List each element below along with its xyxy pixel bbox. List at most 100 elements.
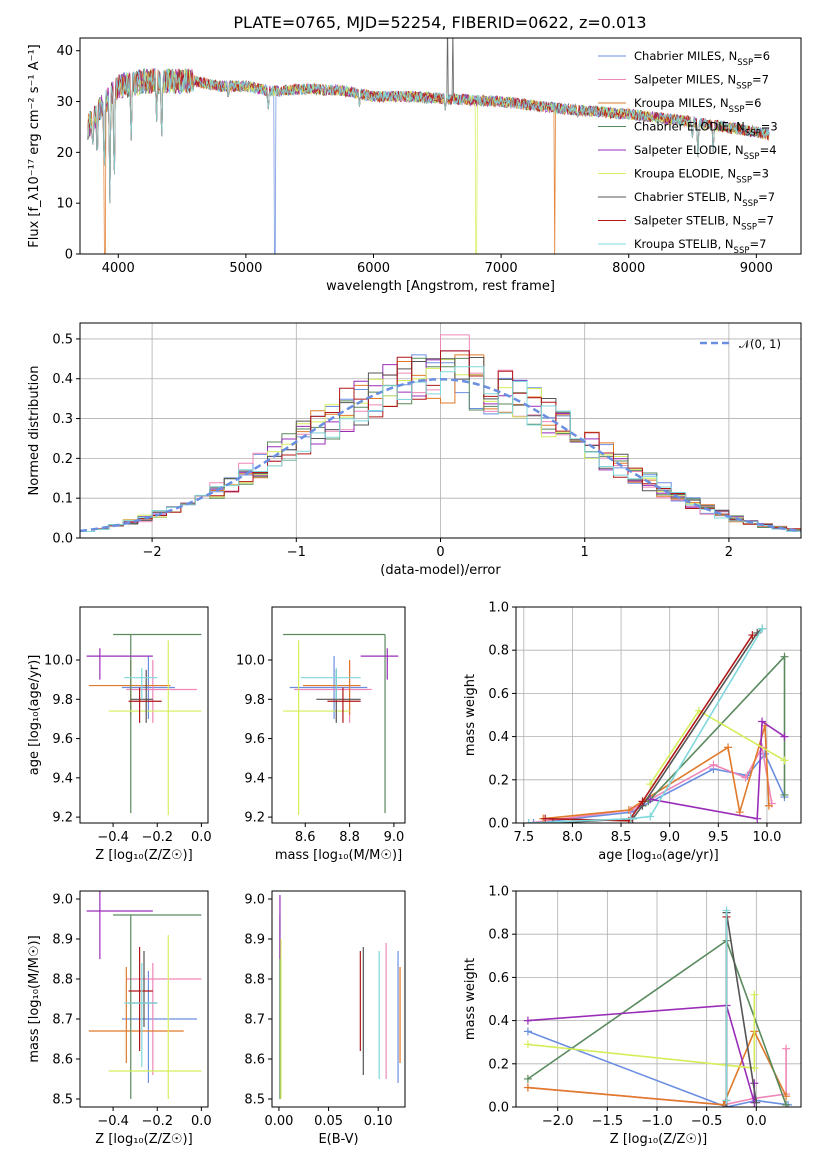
x-tick-label: −0.5 [691,1114,723,1129]
y-tick-label: 10 [56,197,73,212]
plus-marker [758,624,767,633]
mass-weight-line-kroupa-miles [543,725,770,820]
legend-label-subscript: SSP [729,105,745,115]
x-axis-label: Z [log₁₀(Z/Z☉)] [95,848,192,863]
y-tick-label: 1.0 [488,601,509,616]
normal-reference-curve [80,377,801,533]
errorbar-point [303,660,361,715]
y-tick-label: 0.5 [52,332,73,347]
plus-marker [646,780,655,789]
plot-area [516,607,801,823]
errorbar-point [88,967,184,1063]
x-tick-label: 5000 [229,261,262,276]
x-tick-label: 0.0 [191,1114,212,1129]
legend-label-end: =3 [752,167,769,181]
x-tick-label: 4000 [102,261,135,276]
legend-label: Salpeter ELODIE, NSSP=4 [634,143,777,162]
y-tick-label: 9.2 [52,811,73,826]
legend-label: Salpeter STELIB, NSSP=7 [634,214,774,233]
x-tick-label: 8.0 [562,830,583,845]
y-tick-label: 9.8 [52,693,73,708]
plus-marker [748,631,757,640]
y-tick-label: 0.4 [488,730,509,745]
y-axis-label: mass [log₁₀(M/M☉)] [27,935,42,1062]
plus-marker [724,743,733,752]
mass-weight-line-salpeter-elodie [650,720,785,820]
legend: 𝒩(0, 1) [700,337,781,351]
mass-weight-line-kroupa-stelib [528,628,763,823]
legend-label: 𝒩(0, 1) [739,337,781,351]
legend-label-main: Chabrier STELIB, N [634,190,742,204]
spectrum-panel: 4000 5000 6000 7000 8000 9000 0 10 20 30 40 wavelen… [27,37,802,294]
axis-frame [79,37,802,255]
y-axis-label: mass weight [463,674,478,756]
legend-label-subscript: SSP [744,152,760,162]
y-tick-label: 0.6 [488,971,509,986]
y-tick-label: 0.4 [52,372,73,387]
errorbar-point [283,633,386,814]
x-axis-label: Z [log₁₀(Z/Z☉)] [610,1132,707,1147]
legend-label-end: =7 [752,73,769,87]
axis-frame-group: 0.00 0.05 0.10 8.5 8.6 8.7 8.8 8.9 9.0 E(B-V) [244,890,406,1147]
axis-frame-group: −2.0 −1.5 −1.0 −0.5 0.0 0.0 0.2 0.4 0.6 0.8 1.0 Z [… [463,885,802,1147]
x-tick-label: −1.5 [592,1114,624,1129]
legend-label-end: =7 [749,237,766,251]
plus-marker [646,812,655,821]
plus-marker [741,773,750,782]
plus-marker [780,732,789,741]
y-tick-label: 8.7 [52,1013,73,1028]
errorbar-point [360,648,399,680]
axis-frame-group: −0.4 −0.2 0.0 9.2 9.4 9.6 9.8 10.0 Z [log₁₀(Z/Z☉… [27,606,212,863]
x-tick-label: 8.6 [295,830,316,845]
x-tick-label: 0.00 [264,1114,293,1129]
y-tick-label: 8.6 [244,1053,265,1068]
age-vs-metallicity-panel: −0.4 −0.2 0.0 9.2 9.4 9.6 9.8 10.0 Z [log₁₀(Z/Z☉… [27,606,212,863]
y-tick-label: 1.0 [488,885,509,900]
plus-marker [624,806,633,815]
x-axis-label: Z [log₁₀(Z/Z☉)] [95,1132,192,1147]
errorbar-point [327,687,361,723]
x-tick-label: 10.0 [752,830,781,845]
x-tick-label: 9000 [740,261,773,276]
axis-frame [79,890,209,1108]
legend-label-subscript: SSP [741,223,757,233]
legend-label-main: Salpeter STELIB, N [634,214,741,228]
x-axis-label: (data-model)/error [380,563,501,578]
plus-marker [764,801,773,810]
x-axis-label: mass [log₁₀(M/M☉)] [275,848,402,863]
legend-label-subscript: SSP [742,199,758,209]
errorbar-point [126,963,202,1075]
y-tick-label: 9.4 [52,771,73,786]
y-tick-label: 0.1 [52,492,73,507]
y-tick-label: 8.5 [52,1093,73,1108]
plus-marker [750,990,759,999]
legend-label-main: Kroupa MILES, N [634,96,729,110]
errorbar-point [121,656,175,719]
plot-area [283,633,399,816]
spectrum-line-kroupa-stelib [87,68,770,204]
mass-weight-line-kroupa-miles [527,1029,787,1106]
legend-label: Chabrier MILES, NSSP=6 [634,49,770,68]
y-tick-label: 0.3 [52,412,73,427]
y-tick-label: 30 [56,95,73,110]
errorbar-point [108,935,202,1099]
axis-frame-group: 7.5 8.0 8.5 9.0 9.5 10.0 0.0 0.2 0.4 0.6 0.8 1.0 age… [463,601,802,863]
y-tick-label: 8.8 [244,973,265,988]
x-tick-label: 0.0 [746,1114,767,1129]
x-tick-label: 2 [725,545,733,560]
mass-vs-extinction-panel: 0.00 0.05 0.10 8.5 8.6 8.7 8.8 8.9 9.0 E(B-V) [244,890,406,1147]
legend-label: Chabrier ELODIE, NSSP=3 [634,120,778,139]
errorbar-point [128,687,162,723]
x-tick-label: 8.5 [611,830,632,845]
plus-marker [758,717,767,726]
y-tick-label: 20 [56,146,73,161]
x-tick-label: 8000 [612,261,645,276]
plus-marker [722,906,731,915]
x-tick-label: 9.0 [659,830,680,845]
plus-marker [782,1044,791,1053]
plus-marker [524,819,533,823]
histogram-step-kroupa-stelib [80,366,801,532]
errorbar-point [289,656,368,719]
axis-frame [515,890,802,1108]
errorbar-point [124,667,158,700]
